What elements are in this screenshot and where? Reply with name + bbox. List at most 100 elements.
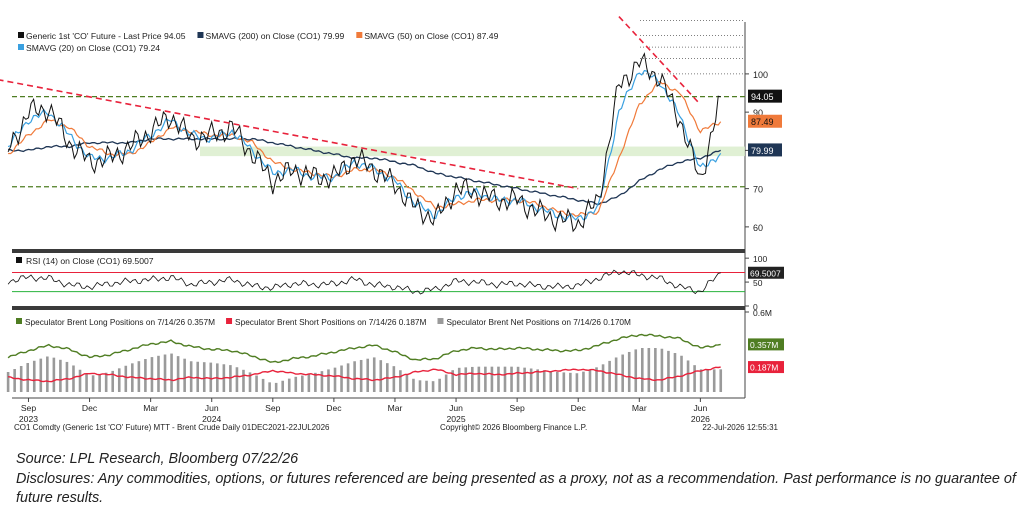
net-position-bar [503,366,507,392]
net-position-bar [242,369,245,392]
net-position-bar [366,358,369,392]
net-position-bar [124,365,128,392]
price-legend-box [14,26,494,54]
net-position-bar [418,380,422,392]
net-position-bar [444,374,448,392]
net-position-bar [111,370,115,392]
net-position-bar [372,357,376,392]
net-position-bar [196,361,200,392]
net-position-bar [477,366,481,392]
net-position-bar [98,374,101,392]
net-position-bar [654,348,657,392]
net-position-bar [65,361,69,392]
panel-separator [12,249,745,253]
legend-entry: SMAVG (50) on Close (CO1) 87.49 [364,31,498,41]
long-positions-line [7,333,721,364]
positions-last-label-bg [748,338,784,351]
legend-entry: SMAVG (200) on Close (CO1) 79.99 [205,31,344,41]
positions-y-tick-label: 0.6M [753,308,772,318]
net-position-bar [660,348,664,392]
net-position-bar [412,378,415,392]
trendline [0,79,579,190]
net-position-bar [529,368,533,392]
net-position-bar [706,369,709,392]
net-position-bar [425,380,428,392]
positions-last-label-bg [748,361,784,374]
net-position-bar [673,353,677,392]
net-position-bar [209,362,213,392]
net-position-bar [497,366,500,392]
net-position-bar [333,367,337,392]
y-tick-label: 70 [753,185,763,195]
net-position-bar [104,372,108,392]
y-tick-label: 100 [753,70,768,80]
net-position-bar [379,360,383,392]
source-note: Source: LPL Research, Bloomberg 07/22/26 [16,451,299,467]
net-position-bar [176,356,180,392]
legend-swatch [18,32,24,38]
net-position-bar [523,367,526,392]
positions-legend-swatch [16,318,22,324]
net-position-bar [719,369,723,392]
rsi-y-tick-label: 100 [753,254,767,264]
last-price-label: 94.05 [751,92,774,102]
net-position-bar [640,348,644,392]
net-position-bar [183,358,186,392]
panel-separator [12,306,745,310]
positions-legend-swatch [226,318,233,324]
x-tick-year: 2024 [202,414,221,424]
net-position-bar [59,359,62,392]
positions-legend-entry: Speculator Brent Net Positions on 7/14/2… [446,317,631,327]
price-line [7,52,721,233]
last-price-label-bg [748,89,782,103]
net-position-bar [634,349,638,392]
net-position-bar [471,366,474,392]
rsi-legend-entry: RSI (14) on Close (CO1) 69.5007 [26,256,154,266]
x-tick-year: 2026 [691,414,710,424]
net-position-bar [320,371,324,392]
net-position-bar [542,370,546,392]
legend-swatch [197,32,204,38]
last-price-label-bg [748,143,782,157]
rsi-last-label-bg [748,266,784,279]
net-position-bar [627,351,631,392]
net-position-bar [294,376,298,392]
net-position-bar [150,357,154,392]
net-position-bar [562,372,566,392]
x-tick-label: Jun [205,403,219,413]
net-position-bar [510,366,513,392]
net-position-bar [52,357,56,392]
net-position-bar [13,369,16,392]
net-position-bar [490,366,494,392]
net-position-bar [536,369,539,392]
net-position-bar [39,358,43,392]
net-position-bar [405,374,409,392]
net-position-bar [287,378,291,392]
chart-timestamp: 22-Jul-2026 12:55:31 [702,423,778,432]
net-position-bar [6,372,10,392]
x-tick-label: Mar [143,403,158,413]
x-tick-label: Jun [693,403,707,413]
net-position-bar [647,348,651,392]
net-position-bar [327,369,330,392]
legend-swatch [18,44,24,50]
net-position-bar [601,364,605,392]
chart-copyright: Copyright© 2026 Bloomberg Finance L.P. [440,423,587,432]
net-position-bar [235,367,239,392]
rsi-line [7,269,721,295]
net-position-bar [712,369,716,392]
x-tick-label: Sep [265,403,281,413]
net-position-bar [484,366,487,392]
net-position-bar [438,378,441,392]
net-position-bar [91,375,95,392]
net-position-bar [693,365,696,392]
x-tick-year: 2023 [19,414,38,424]
legend-swatch [356,32,363,38]
positions-legend-entry: Speculator Brent Short Positions on 7/14… [235,317,426,327]
x-tick-label: Dec [326,403,342,413]
net-position-bar [667,350,670,392]
net-position-bar [608,360,611,392]
x-tick-label: Mar [388,403,403,413]
x-tick-label: Mar [632,403,647,413]
x-tick-label: Sep [509,403,525,413]
